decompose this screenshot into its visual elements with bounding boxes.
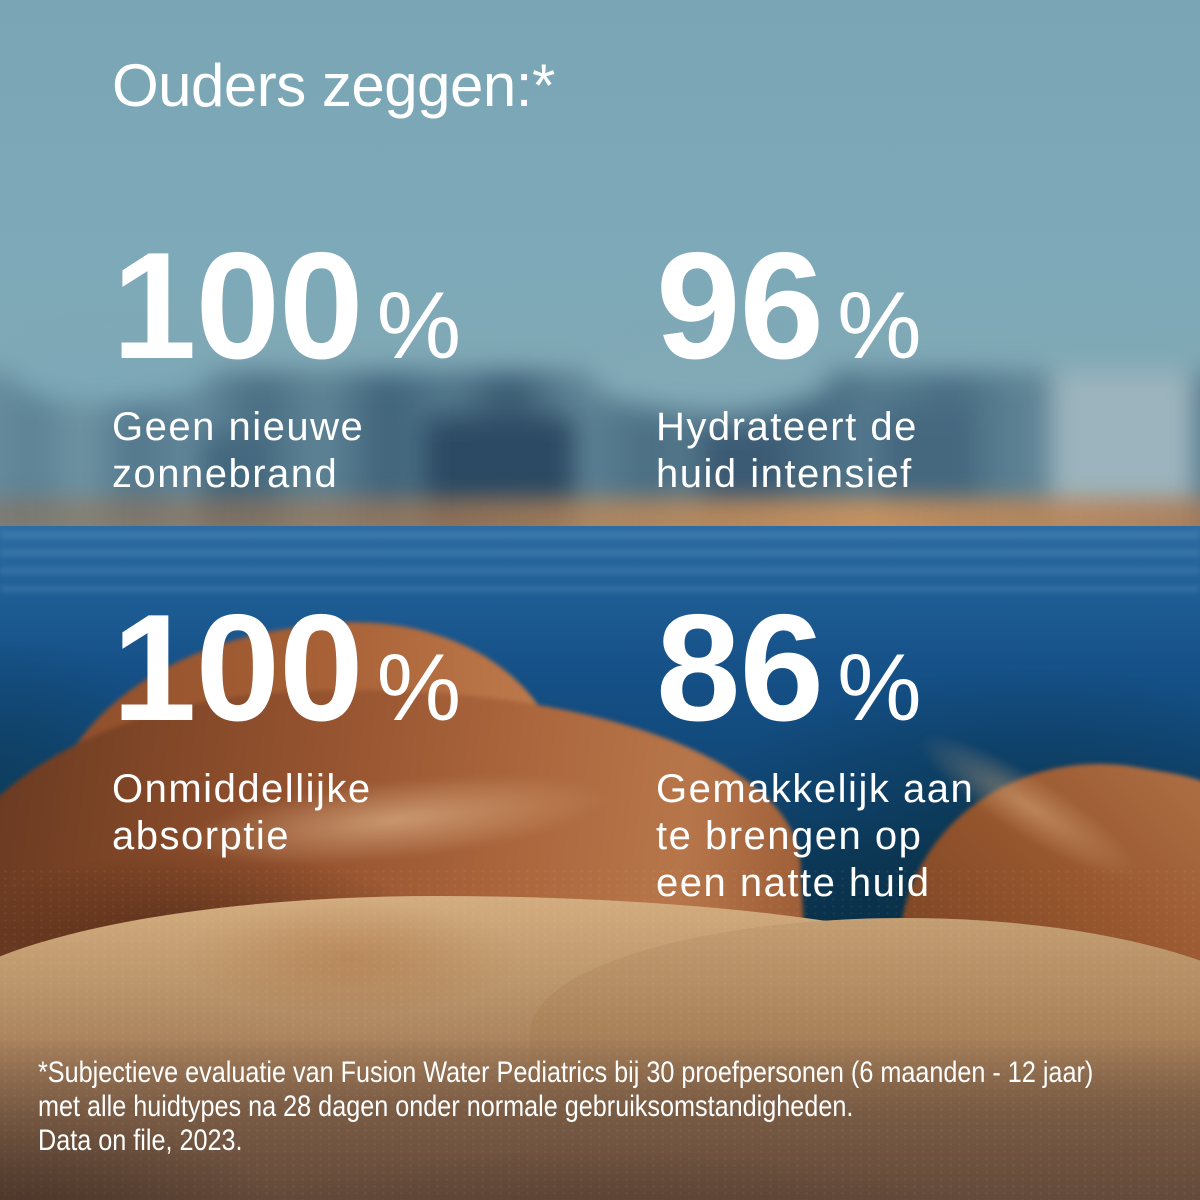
headline: Ouders zeggen:* [112, 52, 555, 119]
stat-value: 100% [112, 592, 461, 764]
sky-gap [10, 344, 210, 404]
stat-number-text: 96 [656, 221, 824, 391]
stat-number-text: 86 [656, 583, 824, 753]
stat-value: 86% [656, 592, 974, 764]
sky-gap [590, 348, 830, 412]
sand-vignette [0, 868, 1200, 1200]
stat-value: 96% [656, 230, 922, 402]
footnote-line: *Subjectieve evaluatie van Fusion Water … [38, 1056, 1094, 1089]
stat-label: Onmiddellijke absorptie [112, 767, 372, 858]
stat-number-text: 100 [112, 583, 364, 753]
percent-sign: % [837, 635, 922, 741]
stat-number-text: 100 [112, 221, 364, 391]
stat-immediate-absorption: 100% Onmiddellijke absorptie [112, 592, 461, 860]
stat-easy-apply-wet-skin: 86% Gemakkelijk aan te brengen op een na… [656, 592, 974, 907]
stat-label: Gemakkelijk aan te brengen op een natte … [656, 767, 975, 905]
stat-value: 100% [112, 230, 461, 402]
stat-label: Geen nieuwe zonnebrand [112, 405, 365, 496]
footnote: *Subjectieve evaluatie van Fusion Water … [38, 1056, 1093, 1158]
percent-sign: % [376, 635, 462, 741]
stat-label: Hydrateert de huid intensief [656, 405, 918, 496]
footnote-line: Data on file, 2023. [38, 1124, 243, 1157]
stat-hydrates-skin: 96% Hydrateert de huid intensief [656, 230, 922, 498]
percent-sign: % [376, 273, 462, 379]
footnote-line: met alle huidtypes na 28 dagen onder nor… [38, 1090, 854, 1123]
stat-no-new-sunburn: 100% Geen nieuwe zonnebrand [112, 230, 461, 498]
sand-dune-foreground [0, 868, 1200, 1200]
percent-sign: % [837, 273, 922, 379]
